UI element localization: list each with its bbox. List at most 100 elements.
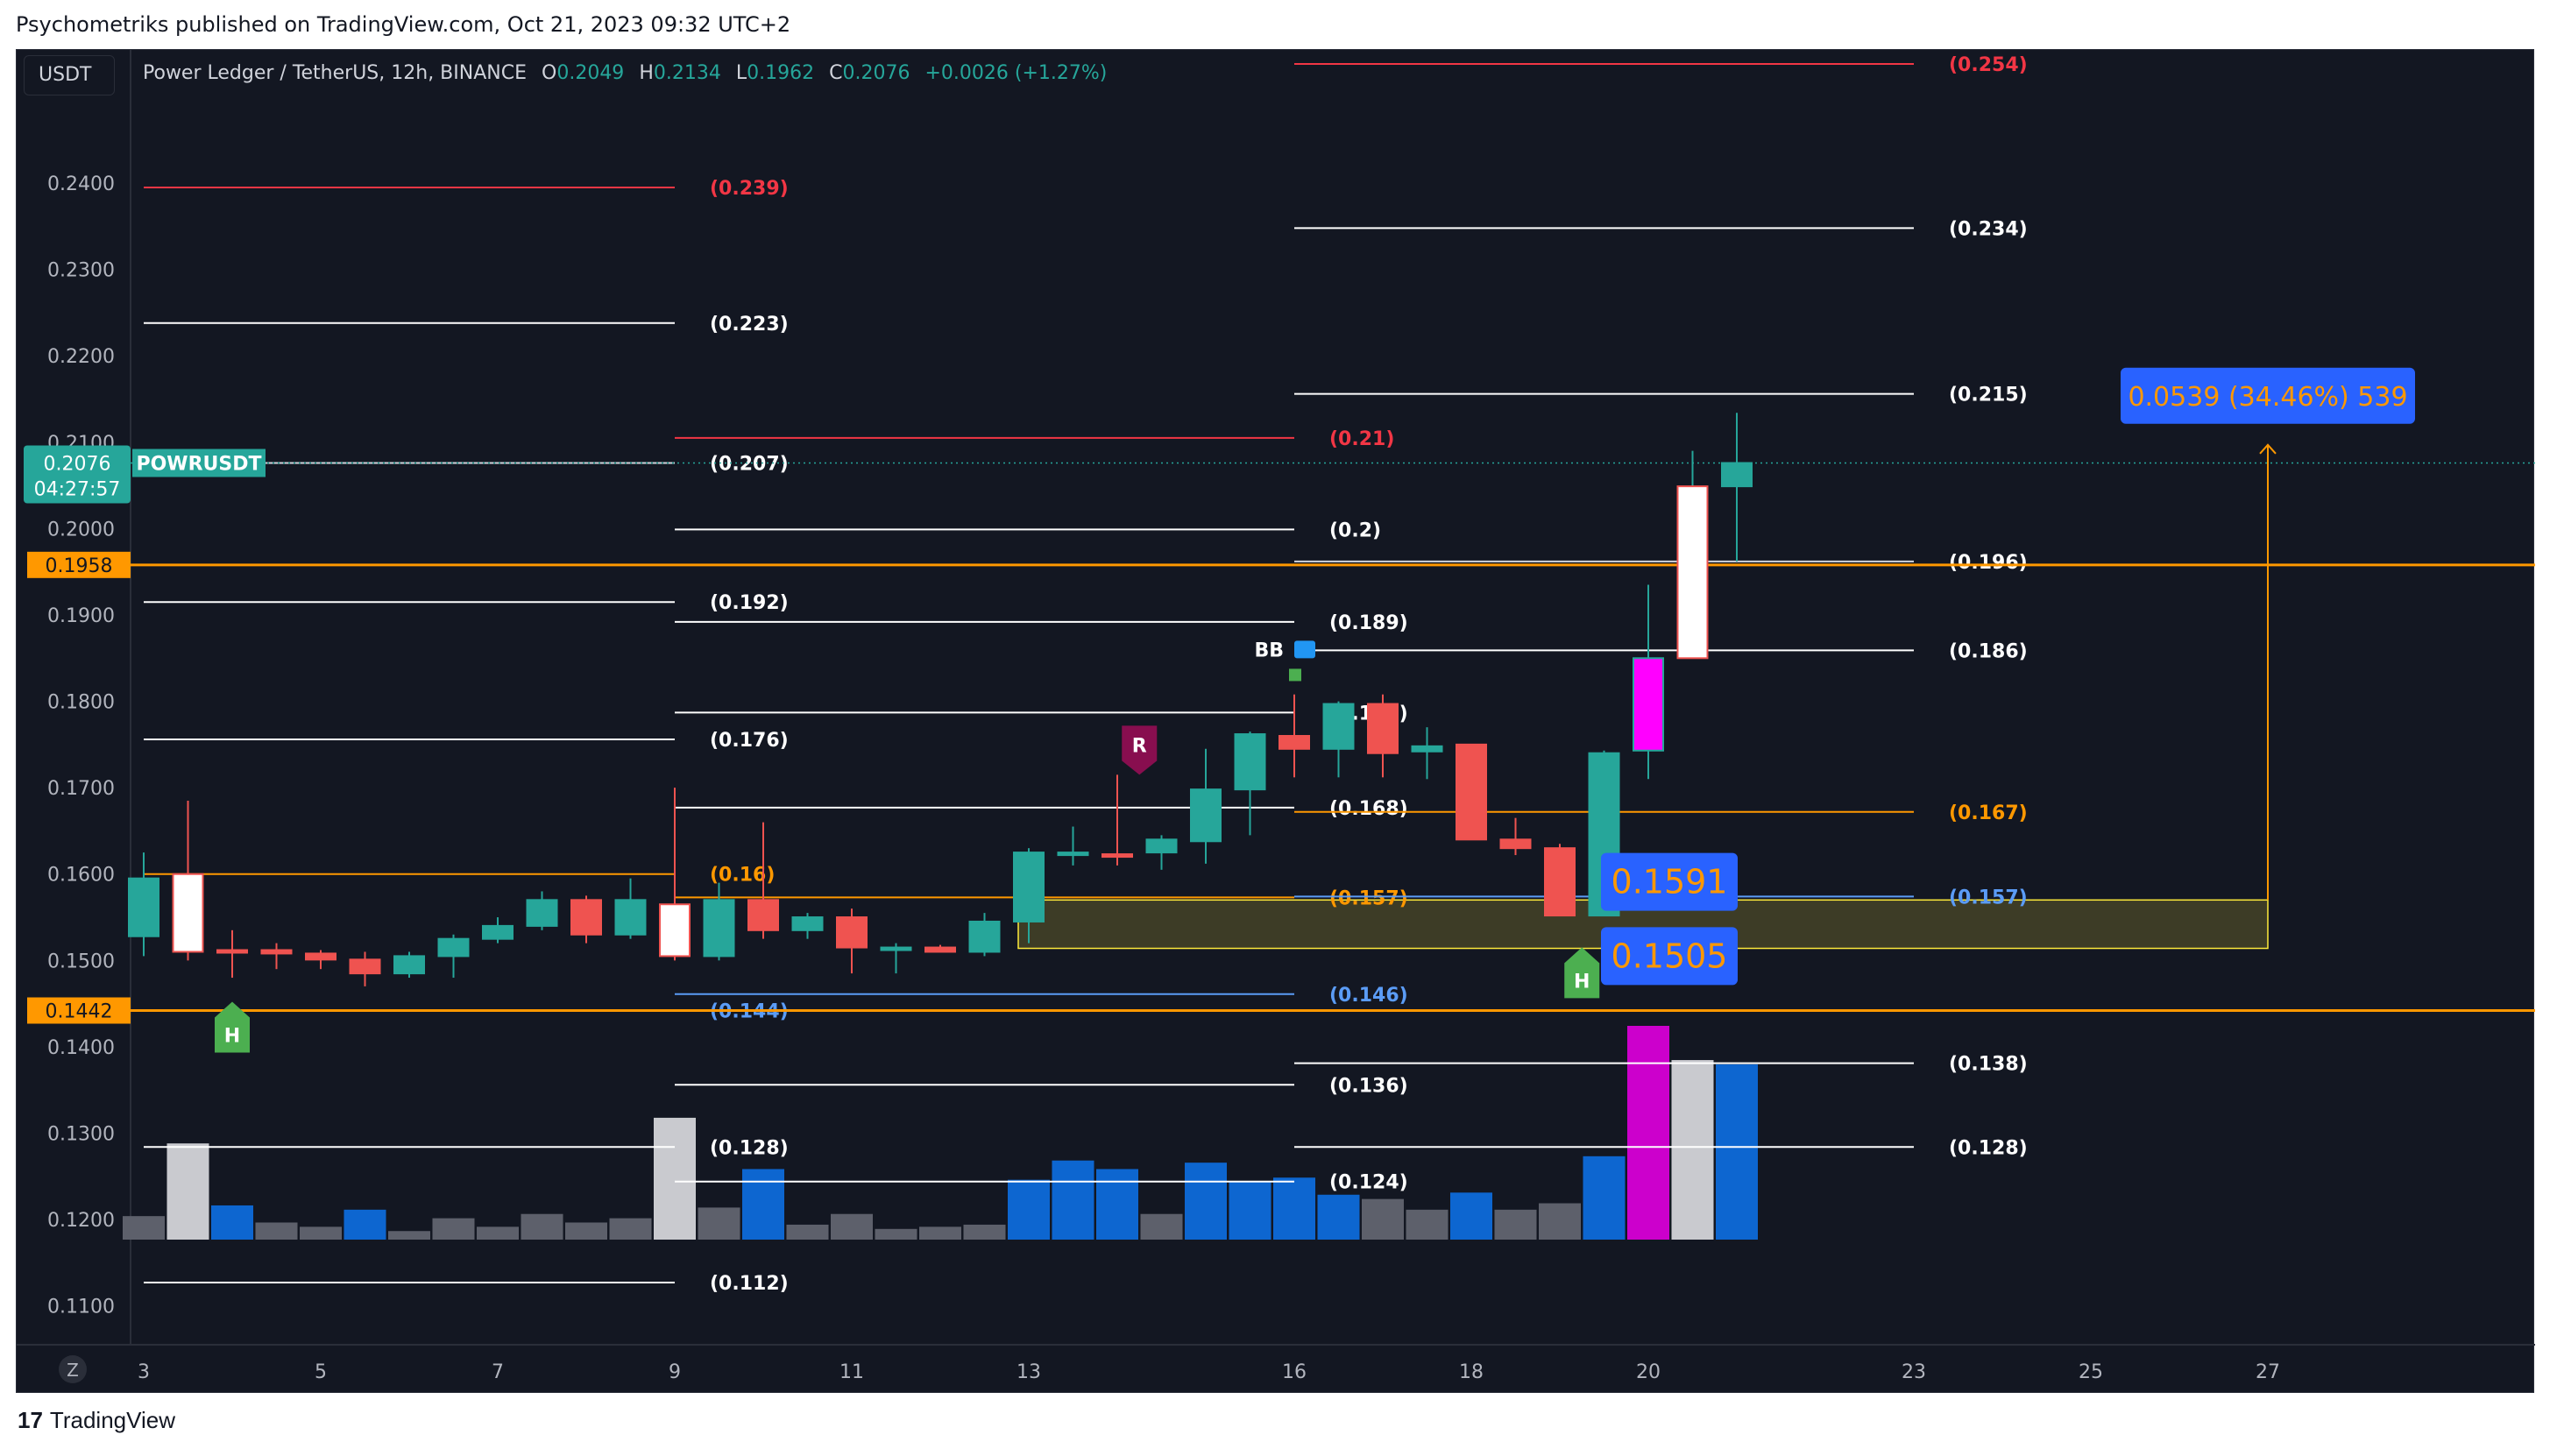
legend-change: +0.0026 (+1.27%) xyxy=(924,62,1108,84)
x-tick-label: 9 xyxy=(669,1361,681,1383)
last-price-box xyxy=(24,445,131,504)
x-tick-label: 23 xyxy=(1902,1361,1926,1383)
y-tick-label: 0.2300 xyxy=(47,260,115,282)
y-tick-label: 0.1900 xyxy=(47,605,115,627)
volume-bar xyxy=(1450,1192,1492,1240)
level-label: (0.168) xyxy=(1329,798,1408,820)
y-tick-label: 0.1500 xyxy=(47,951,115,972)
candle-body xyxy=(305,952,336,961)
candle-body xyxy=(1367,703,1399,754)
y-tick-label: 0.2200 xyxy=(47,346,115,368)
x-tick-label: 13 xyxy=(1016,1361,1041,1383)
candle-body xyxy=(216,949,248,954)
candle-body xyxy=(1101,853,1133,859)
zone-price-label: 0.1591 xyxy=(1611,863,1728,901)
volume-bar xyxy=(786,1224,829,1240)
candle-body xyxy=(747,899,779,931)
y-tick-label: 0.1400 xyxy=(47,1037,115,1059)
signal-label: BB xyxy=(1254,640,1284,661)
candle-body xyxy=(1145,838,1178,854)
tradingview-logo[interactable]: 17 TradingView xyxy=(18,1407,175,1433)
candle-body xyxy=(393,955,425,975)
y-tick-label: 0.2000 xyxy=(47,519,115,541)
zone-price-box xyxy=(1601,852,1738,911)
candle-body xyxy=(703,899,735,958)
volume-bar xyxy=(698,1207,740,1240)
marker-label: H xyxy=(224,1026,240,1048)
price-label: 0.1958 xyxy=(46,555,113,577)
z-label: Z xyxy=(67,1360,79,1381)
level-label: (0.176) xyxy=(710,730,789,752)
candle-body xyxy=(1057,852,1089,857)
volume-bar xyxy=(565,1222,607,1240)
zone-price-box xyxy=(1601,927,1738,986)
level-label: (0.157) xyxy=(1329,887,1408,909)
currency-button[interactable]: USDT xyxy=(24,55,115,95)
volume-bar xyxy=(166,1143,209,1240)
level-label: (0.189) xyxy=(1329,612,1408,634)
level-label: (0.21) xyxy=(1329,428,1394,450)
price-label-box xyxy=(27,551,131,578)
candle-body xyxy=(1322,703,1355,750)
candle-body xyxy=(1456,743,1487,841)
level-label: (0.239) xyxy=(710,178,789,200)
candle-body xyxy=(1190,788,1222,843)
marker-label: H xyxy=(1574,971,1590,993)
level-label: (0.138) xyxy=(1949,1054,2028,1076)
zone-price-label: 0.1505 xyxy=(1611,937,1728,975)
x-tick-label: 3 xyxy=(138,1361,150,1383)
level-label: (0.128) xyxy=(1949,1137,2028,1159)
symbol-tag-box xyxy=(132,449,266,477)
candle-body xyxy=(1633,657,1664,752)
candle-body xyxy=(1544,847,1576,917)
candle-body xyxy=(1013,852,1045,922)
volume-bar xyxy=(654,1117,696,1240)
candle-body xyxy=(437,937,470,958)
volume-bar xyxy=(1229,1182,1271,1240)
volume-bar xyxy=(1096,1169,1138,1240)
level-label: (0.254) xyxy=(1949,54,2028,76)
y-tick-label: 0.1800 xyxy=(47,692,115,714)
level-label: (0.234) xyxy=(1949,218,2028,240)
legend-close: 0.2076 xyxy=(842,62,910,84)
volume-bar xyxy=(1052,1160,1094,1240)
volume-bar xyxy=(1273,1177,1315,1240)
level-label: (0.196) xyxy=(1949,552,2028,574)
candle-body xyxy=(659,903,691,958)
volume-bar xyxy=(919,1226,961,1240)
tv-mark-icon: 17 xyxy=(18,1407,43,1433)
y-tick-label: 0.1100 xyxy=(47,1297,115,1318)
candle-body xyxy=(570,899,602,936)
volume-bar xyxy=(300,1226,342,1240)
pattern-marker xyxy=(1564,947,1600,999)
symbol-tag: POWRUSDT xyxy=(136,453,261,475)
volume-bar xyxy=(1539,1203,1581,1240)
volume-bar xyxy=(211,1205,253,1240)
price-chart[interactable]: 0.24000.23000.22000.21000.20000.19000.18… xyxy=(17,50,2535,1394)
x-tick-label: 5 xyxy=(315,1361,327,1383)
y-tick-label: 0.1300 xyxy=(47,1123,115,1145)
volume-bar xyxy=(875,1228,917,1240)
chart-frame[interactable]: 0.2400 0.2300 0.2200 0.2100 0.2000 0.1900 0.18… xyxy=(16,49,2535,1394)
pattern-marker xyxy=(215,1001,250,1053)
level-label: (0.128) xyxy=(710,1137,789,1159)
x-tick-label: 18 xyxy=(1459,1361,1484,1383)
candle-body xyxy=(1499,838,1532,850)
x-tick-label: 7 xyxy=(492,1361,504,1383)
level-label: (0.192) xyxy=(710,592,789,614)
price-label: 0.1442 xyxy=(46,1001,113,1023)
z-button xyxy=(59,1355,87,1383)
x-tick-label: 27 xyxy=(2256,1361,2280,1383)
level-label: (0.124) xyxy=(1329,1172,1408,1194)
signal-icon xyxy=(1294,640,1315,659)
publish-bar: Psychometriks published on TradingView.c… xyxy=(0,0,2550,49)
volume-bar xyxy=(477,1226,519,1240)
candle-body xyxy=(614,899,647,936)
candle-body xyxy=(349,958,381,975)
volume-bar xyxy=(255,1222,298,1240)
level-label: (0.112) xyxy=(710,1273,789,1295)
volume-bar xyxy=(1406,1209,1449,1240)
level-label: (0.223) xyxy=(710,314,789,336)
y-tick-label: 0.1200 xyxy=(47,1210,115,1232)
volume-bar xyxy=(1627,1026,1669,1240)
